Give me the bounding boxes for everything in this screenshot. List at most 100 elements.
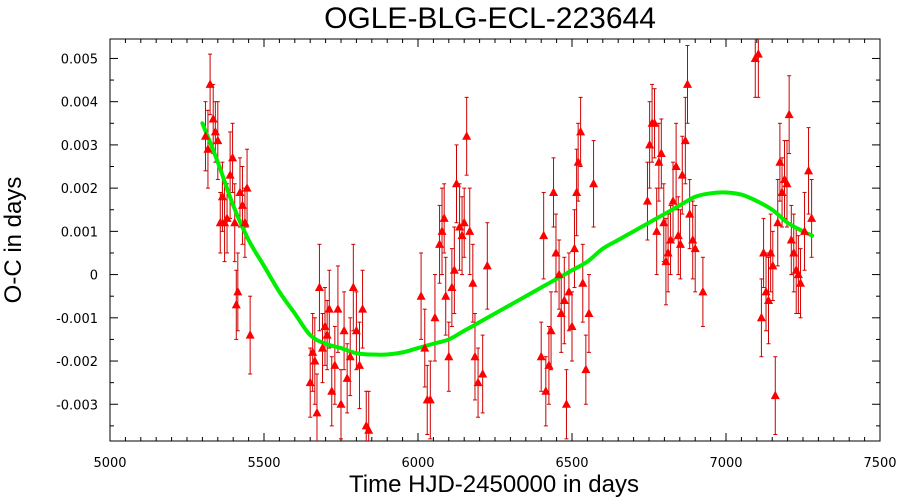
data-point-triangle [663, 247, 673, 257]
y-tick-label: -0.002 [56, 355, 98, 370]
data-point-triangle [567, 321, 577, 330]
data-point-triangle [468, 278, 478, 287]
data-point-triangle [536, 351, 546, 361]
y-tick-label: 0 [90, 269, 98, 284]
fit-curve-layer [200, 121, 815, 357]
y-tick-label: -0.003 [56, 398, 98, 413]
data-point-triangle [750, 53, 760, 62]
data-point-triangle [659, 217, 669, 227]
data-point-triangle [768, 260, 778, 270]
x-tick-label: 6500 [555, 456, 588, 471]
chart-title: OGLE-BLG-ECL-223644 [324, 2, 656, 35]
data-point-triangle [675, 239, 685, 248]
data-points-layer [200, 49, 817, 434]
data-point-triangle [661, 256, 671, 266]
data-point-triangle [333, 304, 343, 313]
data-point-triangle [420, 343, 430, 352]
y-tick-label: 0.001 [61, 225, 98, 240]
data-point-triangle [544, 360, 554, 369]
data-point-triangle [314, 282, 324, 292]
data-point-triangle [324, 304, 334, 313]
data-point-triangle [339, 325, 349, 335]
data-point-triangle [770, 390, 780, 400]
fit-curve [200, 121, 815, 357]
data-point-triangle [789, 247, 799, 257]
data-point-triangle [773, 217, 783, 227]
data-point-triangle [800, 226, 810, 235]
data-point-triangle [235, 187, 245, 196]
data-point-triangle [322, 330, 332, 339]
data-point-triangle [441, 291, 451, 300]
data-point-triangle [473, 377, 483, 387]
data-point-triangle [572, 187, 582, 196]
x-tick-label: 5000 [93, 456, 126, 471]
x-tick-label: 7500 [863, 456, 896, 471]
data-point-triangle [354, 360, 364, 369]
x-tick-label: 6000 [401, 456, 434, 471]
plot-frame [109, 38, 881, 442]
data-point-triangle [784, 109, 794, 119]
data-point-triangle [753, 49, 763, 58]
data-point-triangle [539, 230, 549, 240]
data-point-triangle [245, 330, 255, 339]
data-point-triangle [305, 377, 315, 387]
data-point-triangle [358, 304, 368, 313]
data-point-triangle [584, 308, 594, 317]
data-point-triangle [573, 157, 583, 166]
data-point-triangle [541, 386, 551, 395]
data-point-triangle [559, 295, 569, 305]
data-point-triangle [656, 148, 666, 158]
data-point-triangle [217, 191, 227, 201]
data-point-triangle [203, 144, 213, 153]
data-point-triangle [576, 126, 586, 136]
data-point-triangle [230, 217, 240, 227]
x-axis-label: Time HJD-2450000 in days [349, 471, 639, 498]
data-point-triangle [668, 196, 678, 205]
data-point-triangle [233, 286, 243, 296]
data-point-triangle [342, 373, 352, 382]
data-point-triangle [228, 152, 238, 162]
data-point-triangle [578, 278, 588, 287]
y-tick-label: 0.005 [61, 52, 98, 67]
data-point-triangle [775, 157, 785, 166]
data-point-triangle [650, 118, 660, 127]
data-point-triangle [200, 131, 210, 140]
data-point-triangle [549, 187, 559, 196]
data-point-triangle [777, 187, 787, 196]
data-point-triangle [652, 226, 662, 235]
data-point-triangle [673, 230, 683, 240]
data-point-triangle [654, 157, 664, 166]
data-point-triangle [213, 135, 223, 145]
data-point-triangle [759, 247, 769, 257]
data-point-triangle [766, 247, 776, 257]
data-point-triangle [677, 170, 687, 179]
data-point-triangle [462, 131, 472, 140]
data-point-triangle [330, 360, 340, 369]
data-point-triangle [589, 178, 599, 188]
data-point-triangle [698, 286, 708, 296]
data-point-triangle [348, 282, 358, 292]
data-point-triangle [208, 113, 218, 123]
data-point-triangle [447, 282, 457, 292]
data-point-triangle [804, 165, 814, 175]
data-point-triangle [220, 217, 230, 227]
data-point-triangle [551, 247, 561, 257]
y-tick-label: 0.004 [61, 96, 98, 111]
data-point-triangle [554, 269, 564, 279]
y-tick-label: -0.001 [56, 312, 98, 327]
x-tick-label: 5500 [247, 456, 280, 471]
data-point-triangle [482, 260, 492, 270]
data-point-triangle [327, 386, 337, 395]
x-tick-label: 7000 [709, 456, 742, 471]
data-point-triangle [470, 351, 480, 361]
data-point-triangle [416, 291, 426, 300]
data-point-triangle [645, 139, 655, 149]
data-point-triangle [581, 364, 591, 374]
data-point-triangle [807, 213, 817, 222]
y-axis: -0.003 -0.002 -0.001 0 0.001 0.002 0.003 0.004 0… [56, 52, 880, 427]
data-point-triangle [455, 222, 465, 231]
data-point-triangle [764, 295, 774, 305]
data-point-triangle [435, 239, 445, 248]
data-point-triangle [351, 325, 361, 335]
